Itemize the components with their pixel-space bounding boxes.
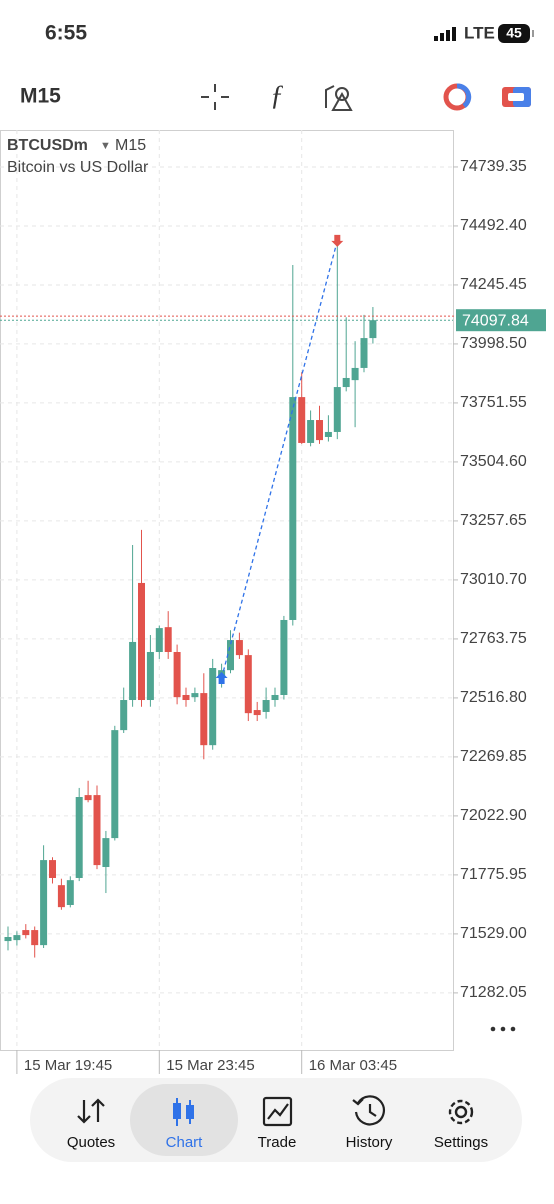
candle-body [13, 935, 21, 941]
candle-body [111, 730, 119, 839]
candle-body [280, 619, 288, 695]
nav-active [130, 1084, 238, 1156]
chart-subtitle: Bitcoin vs US Dollar [7, 159, 149, 176]
candle-body [262, 700, 270, 712]
candle-body [209, 668, 217, 746]
timeframe-button[interactable]: M15 [20, 85, 61, 108]
clock: 6:55 [45, 22, 87, 45]
nav-item[interactable]: Settings [434, 1134, 488, 1151]
crosshair-button[interactable] [201, 84, 229, 110]
candle-body [155, 628, 163, 652]
candle-body [360, 338, 368, 368]
y-tick-label: 71529.00 [460, 925, 527, 942]
candle-body [271, 694, 279, 701]
candle-body [84, 795, 92, 801]
y-tick-label: 71282.05 [460, 984, 527, 1001]
candle-body [235, 640, 243, 656]
y-tick-label: 73257.65 [460, 512, 527, 529]
candle-body [102, 838, 110, 868]
objects-button[interactable] [325, 85, 353, 111]
candle-body [66, 880, 74, 905]
candle-body [164, 627, 172, 652]
indicators-button[interactable]: ƒ [270, 80, 284, 111]
battery-tip [532, 30, 534, 37]
candle-body [31, 930, 39, 946]
candle-body [49, 860, 56, 878]
y-tick-label: 73010.70 [460, 571, 527, 588]
candle-body [40, 860, 48, 946]
nav-item[interactable]: Quotes [67, 1134, 115, 1151]
candle-body [182, 694, 190, 701]
more-button[interactable] [490, 1026, 516, 1032]
network: LTE [464, 23, 495, 42]
chart-symbol: BTCUSDm [7, 137, 88, 154]
y-tick-label: 72269.85 [460, 748, 527, 765]
y-tick-label: 74245.45 [460, 276, 527, 293]
candle-body [244, 655, 252, 714]
candle-body [316, 420, 323, 441]
candle-body [22, 930, 30, 936]
one-click-button[interactable] [443, 83, 472, 111]
candle-body [200, 693, 208, 746]
candle-body [253, 710, 261, 716]
quotes-icon [77, 1098, 105, 1124]
candle-body [120, 700, 128, 731]
y-tick-label: 73751.55 [460, 394, 527, 411]
battery-level: 45 [506, 25, 522, 41]
chart-timeframe: M15 [115, 137, 146, 154]
candle-body [129, 641, 137, 701]
candle-body [333, 387, 341, 432]
candle-body [4, 937, 12, 942]
candle-body [146, 651, 154, 701]
y-tick-label: 71775.95 [460, 866, 527, 883]
y-tick-label: 72022.90 [460, 807, 527, 824]
battery [498, 24, 530, 43]
chart-icon [173, 1098, 194, 1126]
candle-body [351, 367, 359, 381]
nav-item[interactable]: Trade [258, 1134, 297, 1151]
candle-body [93, 795, 101, 866]
history-icon [352, 1095, 385, 1126]
y-tick-label: 72516.80 [460, 689, 527, 706]
dropdown-icon[interactable]: ▼ [100, 140, 111, 152]
trade-line [220, 240, 338, 679]
signal [434, 27, 456, 41]
y-tick-label: 73998.50 [460, 335, 527, 352]
x-tick-label: 15 Mar 23:45 [166, 1057, 254, 1074]
candle-body [369, 320, 377, 339]
chart-frame [0, 130, 454, 1051]
nav: Quotes Chart Trade History Settings [67, 1134, 488, 1151]
candle-body [342, 377, 350, 388]
candle-body [289, 397, 297, 620]
price-tag-label: 74097.84 [462, 312, 529, 329]
y-tick-label: 74492.40 [460, 217, 527, 234]
nav-item[interactable]: Chart [166, 1134, 204, 1151]
y-tick-label: 72763.75 [460, 630, 527, 647]
plot [0, 130, 546, 1074]
candle-body [173, 651, 181, 698]
candle-body [57, 885, 65, 908]
trade-button[interactable] [502, 87, 531, 107]
candle-body [324, 431, 332, 437]
price-tag [456, 309, 546, 332]
candle-body [298, 397, 306, 443]
candle-body [138, 582, 145, 701]
y-tick-label: 73504.60 [460, 453, 527, 470]
candle-body [191, 693, 199, 698]
nav-item[interactable]: History [346, 1134, 393, 1151]
y-tick-label: 74739.35 [460, 158, 527, 175]
trade-icon [262, 1096, 293, 1127]
settings-icon [448, 1099, 474, 1125]
x-tick-label: 15 Mar 19:45 [24, 1057, 112, 1074]
x-tick-label: 16 Mar 03:45 [309, 1057, 397, 1074]
buy-marker [215, 672, 228, 685]
sell-marker [331, 234, 344, 247]
candle-body [75, 797, 83, 878]
candle-body [307, 420, 315, 443]
candle-body [227, 640, 234, 671]
